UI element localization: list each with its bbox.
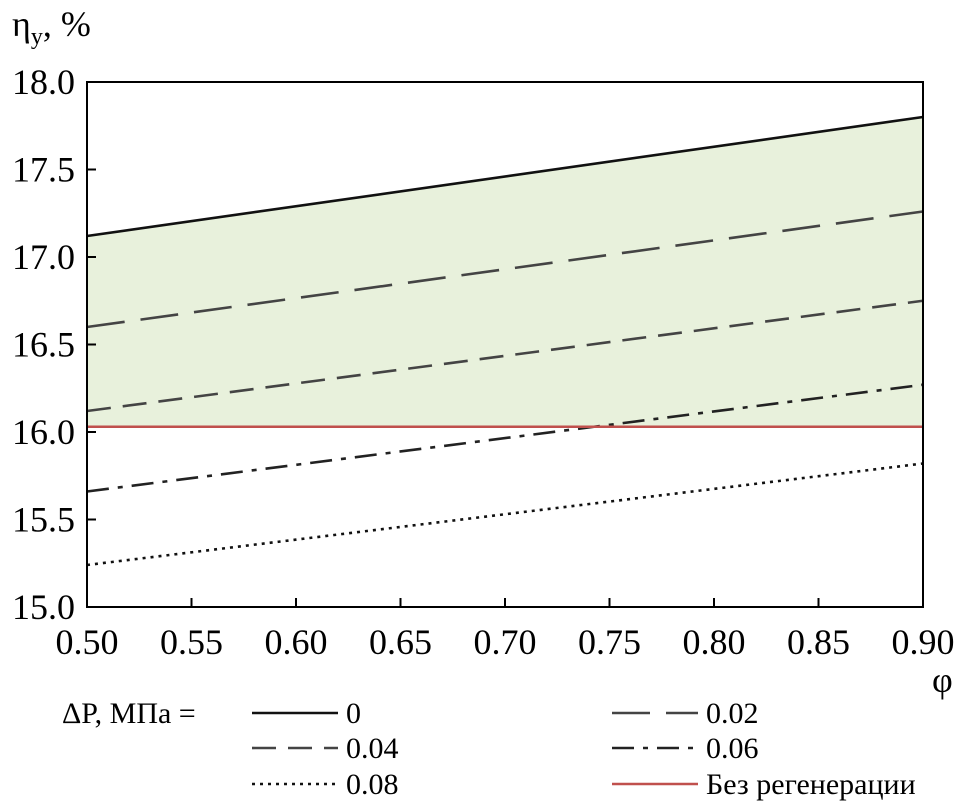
legend-label-4: 0.08 [346, 768, 399, 801]
x-tick-label: 0.55 [160, 622, 223, 662]
legend-label-0: 0 [346, 697, 361, 730]
x-tick-label: 0.70 [474, 622, 537, 662]
legend-label-1: 0.02 [706, 697, 759, 730]
y-tick-label: 16.5 [12, 325, 75, 365]
x-axis-label: φ [932, 660, 953, 700]
y-tick-label: 17.5 [12, 150, 75, 190]
x-tick-label: 0.80 [683, 622, 746, 662]
legend-label-2: 0.04 [346, 732, 399, 765]
series-line-4 [86, 462, 924, 567]
legend-title: ΔP, МПа = [62, 697, 196, 730]
y-tick-label: 17.0 [12, 237, 75, 277]
y-axis-label: ηу, % [12, 4, 91, 50]
legend-label-5: Без регенерации [706, 768, 916, 801]
series-line-3 [86, 383, 924, 493]
x-tick-label: 0.90 [892, 622, 955, 662]
y-tick-label: 16.0 [12, 412, 75, 452]
series-line-0 [86, 115, 924, 238]
x-tick-label: 0.65 [369, 622, 432, 662]
x-tick-label: 0.75 [578, 622, 641, 662]
series-line-1 [86, 210, 924, 329]
y-tick-label: 15.0 [12, 587, 75, 627]
y-tick-label: 18.0 [12, 62, 75, 102]
shaded-region [87, 117, 923, 427]
x-tick-label: 0.60 [265, 622, 328, 662]
x-tick-label: 0.50 [56, 622, 119, 662]
series-line-2 [86, 299, 924, 413]
x-tick-label: 0.85 [787, 622, 850, 662]
y-tick-label: 15.5 [12, 500, 75, 540]
legend-label-3: 0.06 [706, 732, 759, 765]
